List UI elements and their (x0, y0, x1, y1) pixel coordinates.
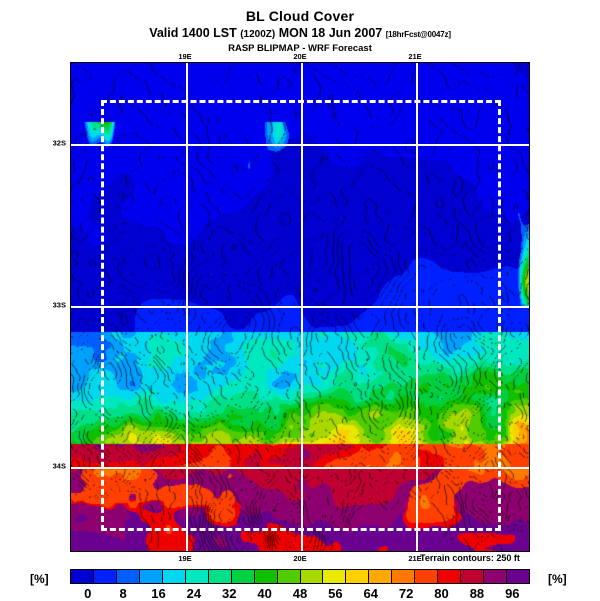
colorbar-swatch (231, 570, 255, 583)
graticule-parallel (71, 143, 529, 146)
terrain-contour-note: Terrain contours: 250 ft (420, 553, 520, 563)
graticule-parallel (71, 467, 529, 470)
colorbar-swatch (438, 570, 462, 583)
colorbar-tick-label: 16 (151, 586, 166, 601)
colorbar-tick-label: 72 (398, 586, 414, 601)
colorbar-swatch (346, 570, 370, 583)
colorbar-swatch (507, 570, 530, 583)
colorbar-tick-label: 0 (84, 586, 92, 601)
colorbar-swatch (392, 570, 416, 583)
colorbar-swatch (93, 570, 117, 583)
colorbar-swatch (116, 570, 140, 583)
colorbar-swatch (254, 570, 278, 583)
lon-tick-label-top: 19E (178, 52, 192, 61)
colorbar-swatch (185, 570, 209, 583)
colorbar-tick-label: 80 (434, 586, 449, 601)
colorbar-swatch (461, 570, 485, 583)
colorbar-tick-label: 56 (328, 586, 343, 601)
page-title: BL Cloud Cover (245, 8, 355, 24)
colorbar-tick-label: 48 (292, 586, 308, 601)
colorbar-swatch (323, 570, 347, 583)
colorbar-tick-label: 96 (505, 586, 520, 601)
valid-zulu-text: (1200Z) (240, 29, 276, 40)
colorbar-tick-label: 32 (221, 586, 237, 601)
lat-tick-label-left: 34S (52, 461, 66, 471)
domain-inset-box (100, 99, 502, 531)
colorbar-swatches (70, 569, 530, 584)
colorbar-swatch (300, 570, 324, 583)
colorbar-swatch (71, 570, 94, 583)
valid-time-text: Valid 1400 LST (149, 26, 237, 40)
forecast-stamp: [18hrFcst@0047z] (385, 30, 451, 39)
lat-tick-label-left: 32S (52, 138, 66, 148)
colorbar-swatch (415, 570, 439, 583)
colorbar-tick-label: 88 (469, 586, 485, 601)
colorbar-tick-label: 8 (119, 586, 127, 601)
colorbar[interactable] (70, 569, 530, 584)
lon-tick-label-top: 20E (293, 52, 307, 61)
colorbar-unit-right: [%] (548, 572, 567, 586)
colorbar-swatch (277, 570, 301, 583)
map-plot-area[interactable] (70, 62, 530, 552)
colorbar-swatch (162, 570, 186, 583)
colorbar-tick-label: 24 (186, 586, 202, 601)
model-source-line: RASP BLIPMAP - WRF Forecast (228, 43, 372, 54)
lon-tick-label-top: 21E (408, 52, 422, 61)
lon-tick-label-bottom: 19E (178, 554, 192, 563)
valid-date-text: MON 18 Jun 2007 (278, 26, 383, 40)
colorbar-swatch (369, 570, 393, 583)
graticule-parallel (71, 305, 529, 308)
lon-tick-label-bottom: 21E (408, 554, 422, 563)
colorbar-tick-label: 40 (257, 586, 272, 601)
lon-tick-label-bottom: 20E (293, 554, 307, 563)
colorbar-swatch (139, 570, 163, 583)
title-block: BL Cloud Cover Valid 1400 LST (1200Z) MO… (0, 8, 600, 55)
colorbar-tick-label: 64 (363, 586, 378, 601)
valid-time-line: Valid 1400 LST (1200Z) MON 18 Jun 2007 [… (0, 26, 600, 42)
colorbar-unit-left: [%] (30, 572, 49, 586)
colorbar-swatch (208, 570, 232, 583)
colorbar-swatch (484, 570, 508, 583)
lat-tick-label-left: 33S (52, 300, 66, 310)
